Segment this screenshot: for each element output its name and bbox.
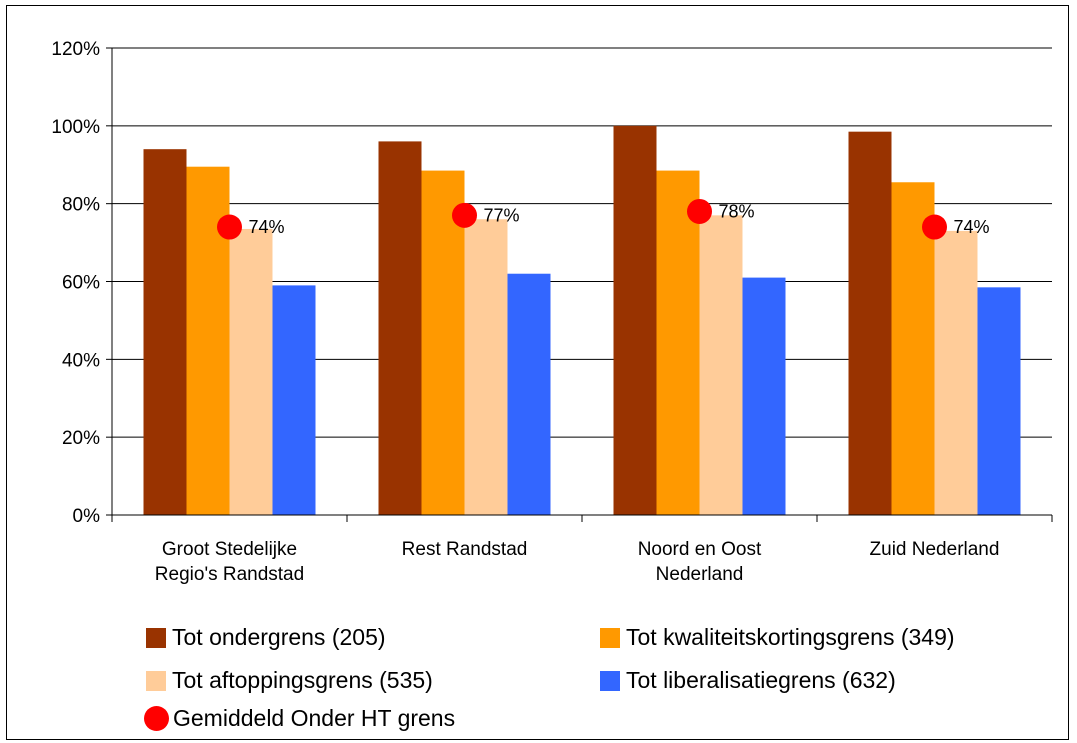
average-marker-label: 77% bbox=[484, 205, 520, 225]
bar bbox=[656, 170, 700, 515]
bar bbox=[464, 219, 508, 515]
y-tick-label: 0% bbox=[73, 506, 101, 527]
bar bbox=[421, 170, 465, 515]
x-category-label: Noord en Oost bbox=[638, 539, 762, 560]
bar bbox=[272, 285, 316, 515]
average-marker-dot bbox=[217, 214, 242, 240]
y-tick-label: 20% bbox=[62, 428, 100, 449]
x-category-label: Regio's Randstad bbox=[155, 564, 304, 585]
bar bbox=[507, 273, 551, 515]
axes: 0% 20% 40% 60% 80% 100% 120% Groot Stedelijke Re… bbox=[51, 39, 1053, 585]
average-marker-label: 78% bbox=[719, 201, 755, 221]
average-marker-label: 74% bbox=[249, 217, 285, 237]
bar bbox=[848, 131, 892, 515]
y-tick-label: 40% bbox=[62, 350, 100, 371]
bar bbox=[378, 141, 422, 515]
bar bbox=[934, 230, 978, 516]
average-marker-label: 74% bbox=[954, 217, 990, 237]
bars bbox=[143, 125, 1021, 516]
x-category-label: Zuid Nederland bbox=[870, 539, 1000, 560]
y-tick-label: 60% bbox=[62, 273, 100, 294]
bar bbox=[229, 228, 273, 515]
average-marker-dot bbox=[452, 202, 477, 228]
bar bbox=[613, 125, 657, 515]
y-tick-label: 80% bbox=[62, 195, 100, 216]
bar bbox=[977, 287, 1021, 515]
x-category-label: Rest Randstad bbox=[402, 539, 528, 560]
x-category-label: Groot Stedelijke bbox=[162, 539, 297, 560]
average-markers: 74% 77% 78% 74% bbox=[217, 198, 990, 240]
average-marker-dot bbox=[922, 214, 947, 240]
bar bbox=[742, 277, 786, 515]
average-marker-dot bbox=[687, 198, 712, 224]
y-tick-label: 100% bbox=[51, 117, 100, 138]
bar bbox=[891, 182, 935, 515]
bar bbox=[143, 149, 187, 515]
y-tick-label: 120% bbox=[51, 39, 100, 60]
bar bbox=[699, 215, 743, 515]
x-category-label: Nederland bbox=[656, 564, 744, 585]
